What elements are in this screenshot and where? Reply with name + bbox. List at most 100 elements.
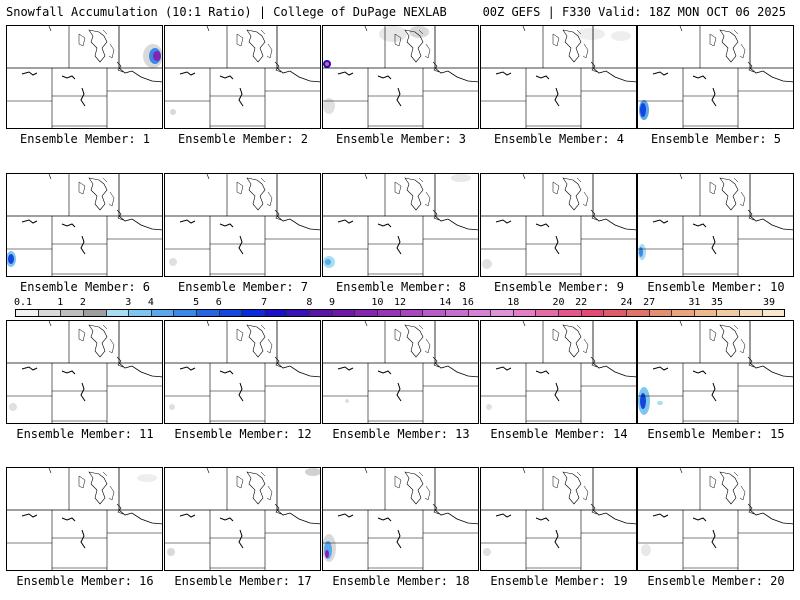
colorbar-tick-label: 4 bbox=[147, 297, 154, 308]
map-title: Snowfall Accumulation (10:1 Ratio) | Col… bbox=[6, 5, 447, 19]
ensemble-map-panel bbox=[637, 467, 794, 571]
ensemble-map-panel bbox=[6, 25, 163, 129]
base-map bbox=[165, 468, 320, 570]
base-map bbox=[481, 321, 636, 423]
ensemble-map-panel bbox=[480, 173, 637, 277]
colorbar-segment bbox=[626, 310, 650, 316]
ensemble-member-label: Ensemble Member: 15 bbox=[647, 427, 785, 441]
ensemble-member-label: Ensemble Member: 11 bbox=[16, 427, 154, 441]
base-map bbox=[481, 174, 636, 276]
ensemble-member-label: Ensemble Member: 10 bbox=[647, 280, 785, 294]
colorbar-segment bbox=[491, 310, 514, 316]
colorbar-segment bbox=[762, 310, 785, 316]
base-map bbox=[165, 174, 320, 276]
ensemble-map-panel bbox=[6, 467, 163, 571]
colorbar-tick-label: 7 bbox=[261, 297, 268, 308]
base-map bbox=[7, 26, 162, 128]
colorbar-segment bbox=[740, 310, 763, 316]
ensemble-member-label: Ensemble Member: 4 bbox=[493, 132, 625, 146]
ensemble-map-panel bbox=[322, 320, 479, 424]
colorbar-tick-label: 35 bbox=[711, 297, 724, 308]
base-map bbox=[638, 174, 793, 276]
colorbar-tick-label: 18 bbox=[507, 297, 520, 308]
colorbar-segment bbox=[536, 310, 559, 316]
ensemble-map-panel bbox=[322, 173, 479, 277]
colorbar-segment bbox=[400, 310, 424, 316]
base-map bbox=[323, 321, 478, 423]
base-map bbox=[7, 174, 162, 276]
colorbar-segment bbox=[61, 310, 84, 316]
ensemble-member-label: Ensemble Member: 2 bbox=[177, 132, 309, 146]
snowfall-colorbar bbox=[15, 309, 785, 317]
base-map bbox=[323, 174, 478, 276]
colorbar-segment bbox=[174, 310, 197, 316]
ensemble-member-label: Ensemble Member: 14 bbox=[490, 427, 628, 441]
model-run-valid-time: 00Z GEFS | F330 Valid: 18Z MON OCT 06 20… bbox=[482, 5, 786, 19]
colorbar-tick-label: 10 bbox=[371, 297, 384, 308]
ensemble-map-panel bbox=[480, 25, 637, 129]
ensemble-map-panel bbox=[164, 320, 321, 424]
colorbar-segment bbox=[378, 310, 401, 316]
colorbar-segment bbox=[38, 310, 62, 316]
colorbar-segment bbox=[649, 310, 673, 316]
colorbar-tick-label: 14 bbox=[439, 297, 452, 308]
colorbar-segment bbox=[16, 310, 39, 316]
colorbar-segment bbox=[310, 310, 333, 316]
colorbar-segment bbox=[581, 310, 605, 316]
colorbar-segment bbox=[197, 310, 220, 316]
colorbar-tick-label: 0.1 bbox=[13, 297, 33, 308]
colorbar-segment bbox=[559, 310, 582, 316]
base-map bbox=[323, 26, 478, 128]
base-map bbox=[165, 26, 320, 128]
colorbar-tick-label: 27 bbox=[643, 297, 656, 308]
colorbar-segment bbox=[219, 310, 243, 316]
colorbar-tick-label: 39 bbox=[762, 297, 776, 308]
colorbar-segment bbox=[264, 310, 288, 316]
ensemble-member-label: Ensemble Member: 13 bbox=[332, 427, 470, 441]
ensemble-member-label: Ensemble Member: 9 bbox=[493, 280, 625, 294]
ensemble-map-panel bbox=[164, 173, 321, 277]
colorbar-segment bbox=[129, 310, 152, 316]
ensemble-map-panel bbox=[637, 25, 794, 129]
base-map bbox=[638, 26, 793, 128]
ensemble-map-panel bbox=[164, 25, 321, 129]
colorbar-segment bbox=[106, 310, 130, 316]
colorbar-segment bbox=[672, 310, 695, 316]
colorbar-tick-label: 8 bbox=[306, 297, 313, 308]
ensemble-member-label: Ensemble Member: 5 bbox=[650, 132, 782, 146]
ensemble-member-label: Ensemble Member: 6 bbox=[19, 280, 151, 294]
colorbar-tick-label: 6 bbox=[215, 297, 222, 308]
colorbar-segment bbox=[423, 310, 446, 316]
colorbar-tick-label: 5 bbox=[193, 297, 200, 308]
ensemble-map-panel bbox=[322, 25, 479, 129]
colorbar-tick-label: 12 bbox=[393, 297, 407, 308]
colorbar-tick-label: 16 bbox=[461, 297, 474, 308]
colorbar-tick-label: 31 bbox=[688, 297, 701, 308]
colorbar-tick-label: 24 bbox=[620, 297, 633, 308]
colorbar-tick-label: 9 bbox=[329, 297, 336, 308]
base-map bbox=[638, 468, 793, 570]
base-map bbox=[481, 26, 636, 128]
ensemble-member-label: Ensemble Member: 7 bbox=[177, 280, 309, 294]
base-map bbox=[165, 321, 320, 423]
base-map bbox=[481, 468, 636, 570]
colorbar-segment bbox=[242, 310, 265, 316]
colorbar-segment bbox=[694, 310, 718, 316]
colorbar-tick-label: 1 bbox=[57, 297, 64, 308]
colorbar-segment bbox=[332, 310, 356, 316]
ensemble-member-label: Ensemble Member: 1 bbox=[19, 132, 151, 146]
base-map bbox=[7, 468, 162, 570]
ensemble-member-label: Ensemble Member: 8 bbox=[335, 280, 467, 294]
base-map bbox=[7, 321, 162, 423]
colorbar-segment bbox=[513, 310, 537, 316]
colorbar-segment bbox=[355, 310, 378, 316]
colorbar-segment bbox=[83, 310, 107, 316]
ensemble-map-panel bbox=[164, 467, 321, 571]
colorbar-tick-label: 20 bbox=[552, 297, 565, 308]
colorbar-segment bbox=[151, 310, 175, 316]
ensemble-member-label: Ensemble Member: 18 bbox=[332, 574, 470, 588]
ensemble-member-label: Ensemble Member: 16 bbox=[16, 574, 154, 588]
ensemble-member-label: Ensemble Member: 19 bbox=[490, 574, 628, 588]
colorbar-tick-label: 22 bbox=[575, 297, 588, 308]
ensemble-map-panel bbox=[480, 467, 637, 571]
